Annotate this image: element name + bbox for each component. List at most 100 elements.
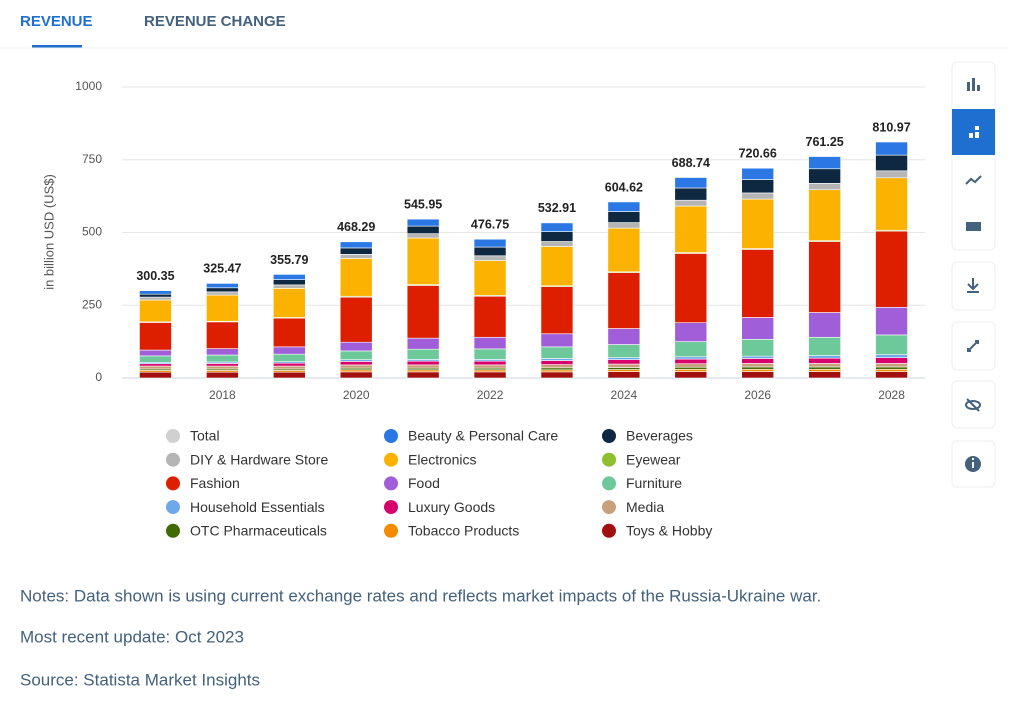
bar-segment [406, 360, 440, 366]
legend-label[interactable]: Eyewear [626, 451, 681, 467]
tab-revenue-change[interactable]: REVENUE CHANGE [144, 13, 286, 30]
bar-segment [139, 296, 172, 301]
bar-segment [674, 366, 708, 370]
bar-segment [339, 341, 373, 352]
legend-marker [384, 476, 398, 491]
x-tick-label: 2022 [477, 388, 504, 402]
bar-segment [272, 362, 306, 367]
bar-segment [607, 222, 641, 229]
bar-segment [607, 367, 641, 370]
x-tick-label: 2028 [878, 388, 905, 402]
bar-segment [406, 369, 440, 373]
bar-segment [875, 170, 908, 179]
legend-label[interactable]: Household Essentials [190, 499, 325, 515]
bar-segment [139, 371, 172, 379]
x-tick-label: 2018 [209, 388, 236, 402]
bar-segment [607, 211, 641, 223]
table-icon[interactable] [966, 222, 981, 231]
bar-segment [875, 366, 908, 370]
bar-segment [808, 355, 841, 359]
active-button[interactable] [952, 109, 995, 155]
bar-segment [406, 364, 440, 369]
bar-segment [875, 177, 908, 231]
bar-segment [139, 355, 172, 363]
bar-segment [406, 285, 440, 339]
bar-segment [406, 371, 440, 379]
legend-label[interactable]: Furniture [626, 475, 682, 491]
line-icon[interactable] [965, 175, 982, 185]
bar-segment [540, 333, 574, 348]
legend-label[interactable]: DIY & Hardware Store [190, 451, 328, 467]
bar-segment [272, 353, 306, 363]
bar-segment [406, 237, 440, 285]
total-label: 761.25 [806, 135, 844, 149]
legend-label[interactable]: Luxury Goods [408, 499, 495, 515]
bar-segment [139, 363, 172, 367]
bar-segment [741, 366, 775, 370]
bar-segment [741, 368, 775, 372]
bar-segment [139, 349, 172, 357]
bar-segment [540, 360, 574, 365]
legend-marker [602, 429, 616, 443]
y-tick-label: 0 [95, 370, 102, 384]
note: Notes: Data shown is using current excha… [20, 586, 821, 605]
legend-label[interactable]: Beauty & Personal Care [408, 428, 558, 444]
total-label: 604.62 [605, 180, 643, 194]
bar-segment [875, 371, 908, 379]
legend-marker [384, 500, 398, 515]
bar-segment [674, 371, 708, 379]
bar-segment [272, 284, 306, 289]
bar-segment [339, 361, 373, 366]
total-label: 688.74 [672, 156, 710, 170]
bar-segment [808, 363, 841, 368]
legend-label[interactable]: Tobacco Products [408, 523, 519, 539]
total-label: 476.75 [471, 218, 509, 232]
bar-segment [339, 364, 373, 369]
bar-segment [206, 365, 239, 370]
legend-label[interactable]: OTC Pharmaceuticals [190, 523, 327, 539]
bar-segment [674, 187, 708, 201]
bar-segment [808, 241, 841, 313]
legend-label[interactable]: Total [190, 428, 220, 444]
bar-segment [339, 350, 373, 360]
bar-segment [741, 363, 775, 368]
legend-label[interactable]: Fashion [190, 475, 240, 491]
bar-segment [808, 168, 841, 184]
bar-segment [139, 293, 172, 298]
bar-segment [875, 363, 908, 368]
hide-icon [965, 400, 981, 410]
legend-label[interactable]: Food [408, 475, 440, 491]
total-label: 300.35 [136, 269, 174, 283]
x-tick-label: 2020 [343, 388, 370, 402]
legend-marker [602, 500, 616, 515]
bar-segment [607, 328, 641, 345]
bar-segment [339, 241, 373, 249]
legend-label[interactable]: Electronics [408, 451, 476, 467]
bar-segment [406, 233, 440, 239]
legend-label[interactable]: Toys & Hobby [626, 523, 712, 539]
bar-segment [875, 354, 908, 358]
bar-icon[interactable] [967, 78, 980, 91]
bar-segment [272, 279, 306, 286]
bar-segment [473, 260, 507, 296]
download-icon [967, 278, 979, 293]
bar-segment [741, 355, 775, 359]
tab-revenue[interactable]: REVENUE [20, 13, 93, 30]
total-label: 355.79 [270, 253, 308, 267]
bar-segment [406, 348, 440, 360]
bar-segment [473, 336, 507, 350]
bar-segment [607, 201, 641, 212]
bar-segment [139, 365, 172, 370]
bar-segment [272, 317, 306, 348]
legend-label[interactable]: Beverages [626, 428, 693, 444]
bar-segment [206, 363, 239, 367]
stack-icon[interactable] [969, 126, 979, 138]
bar-segment [607, 357, 641, 360]
bar-segment [473, 369, 507, 373]
bar-segment [741, 198, 775, 249]
bar-segment [473, 246, 507, 257]
bar-segment [875, 141, 908, 156]
legend-label[interactable]: Media [626, 499, 664, 515]
total-label: 545.95 [404, 197, 442, 211]
bar-segment [540, 364, 574, 369]
